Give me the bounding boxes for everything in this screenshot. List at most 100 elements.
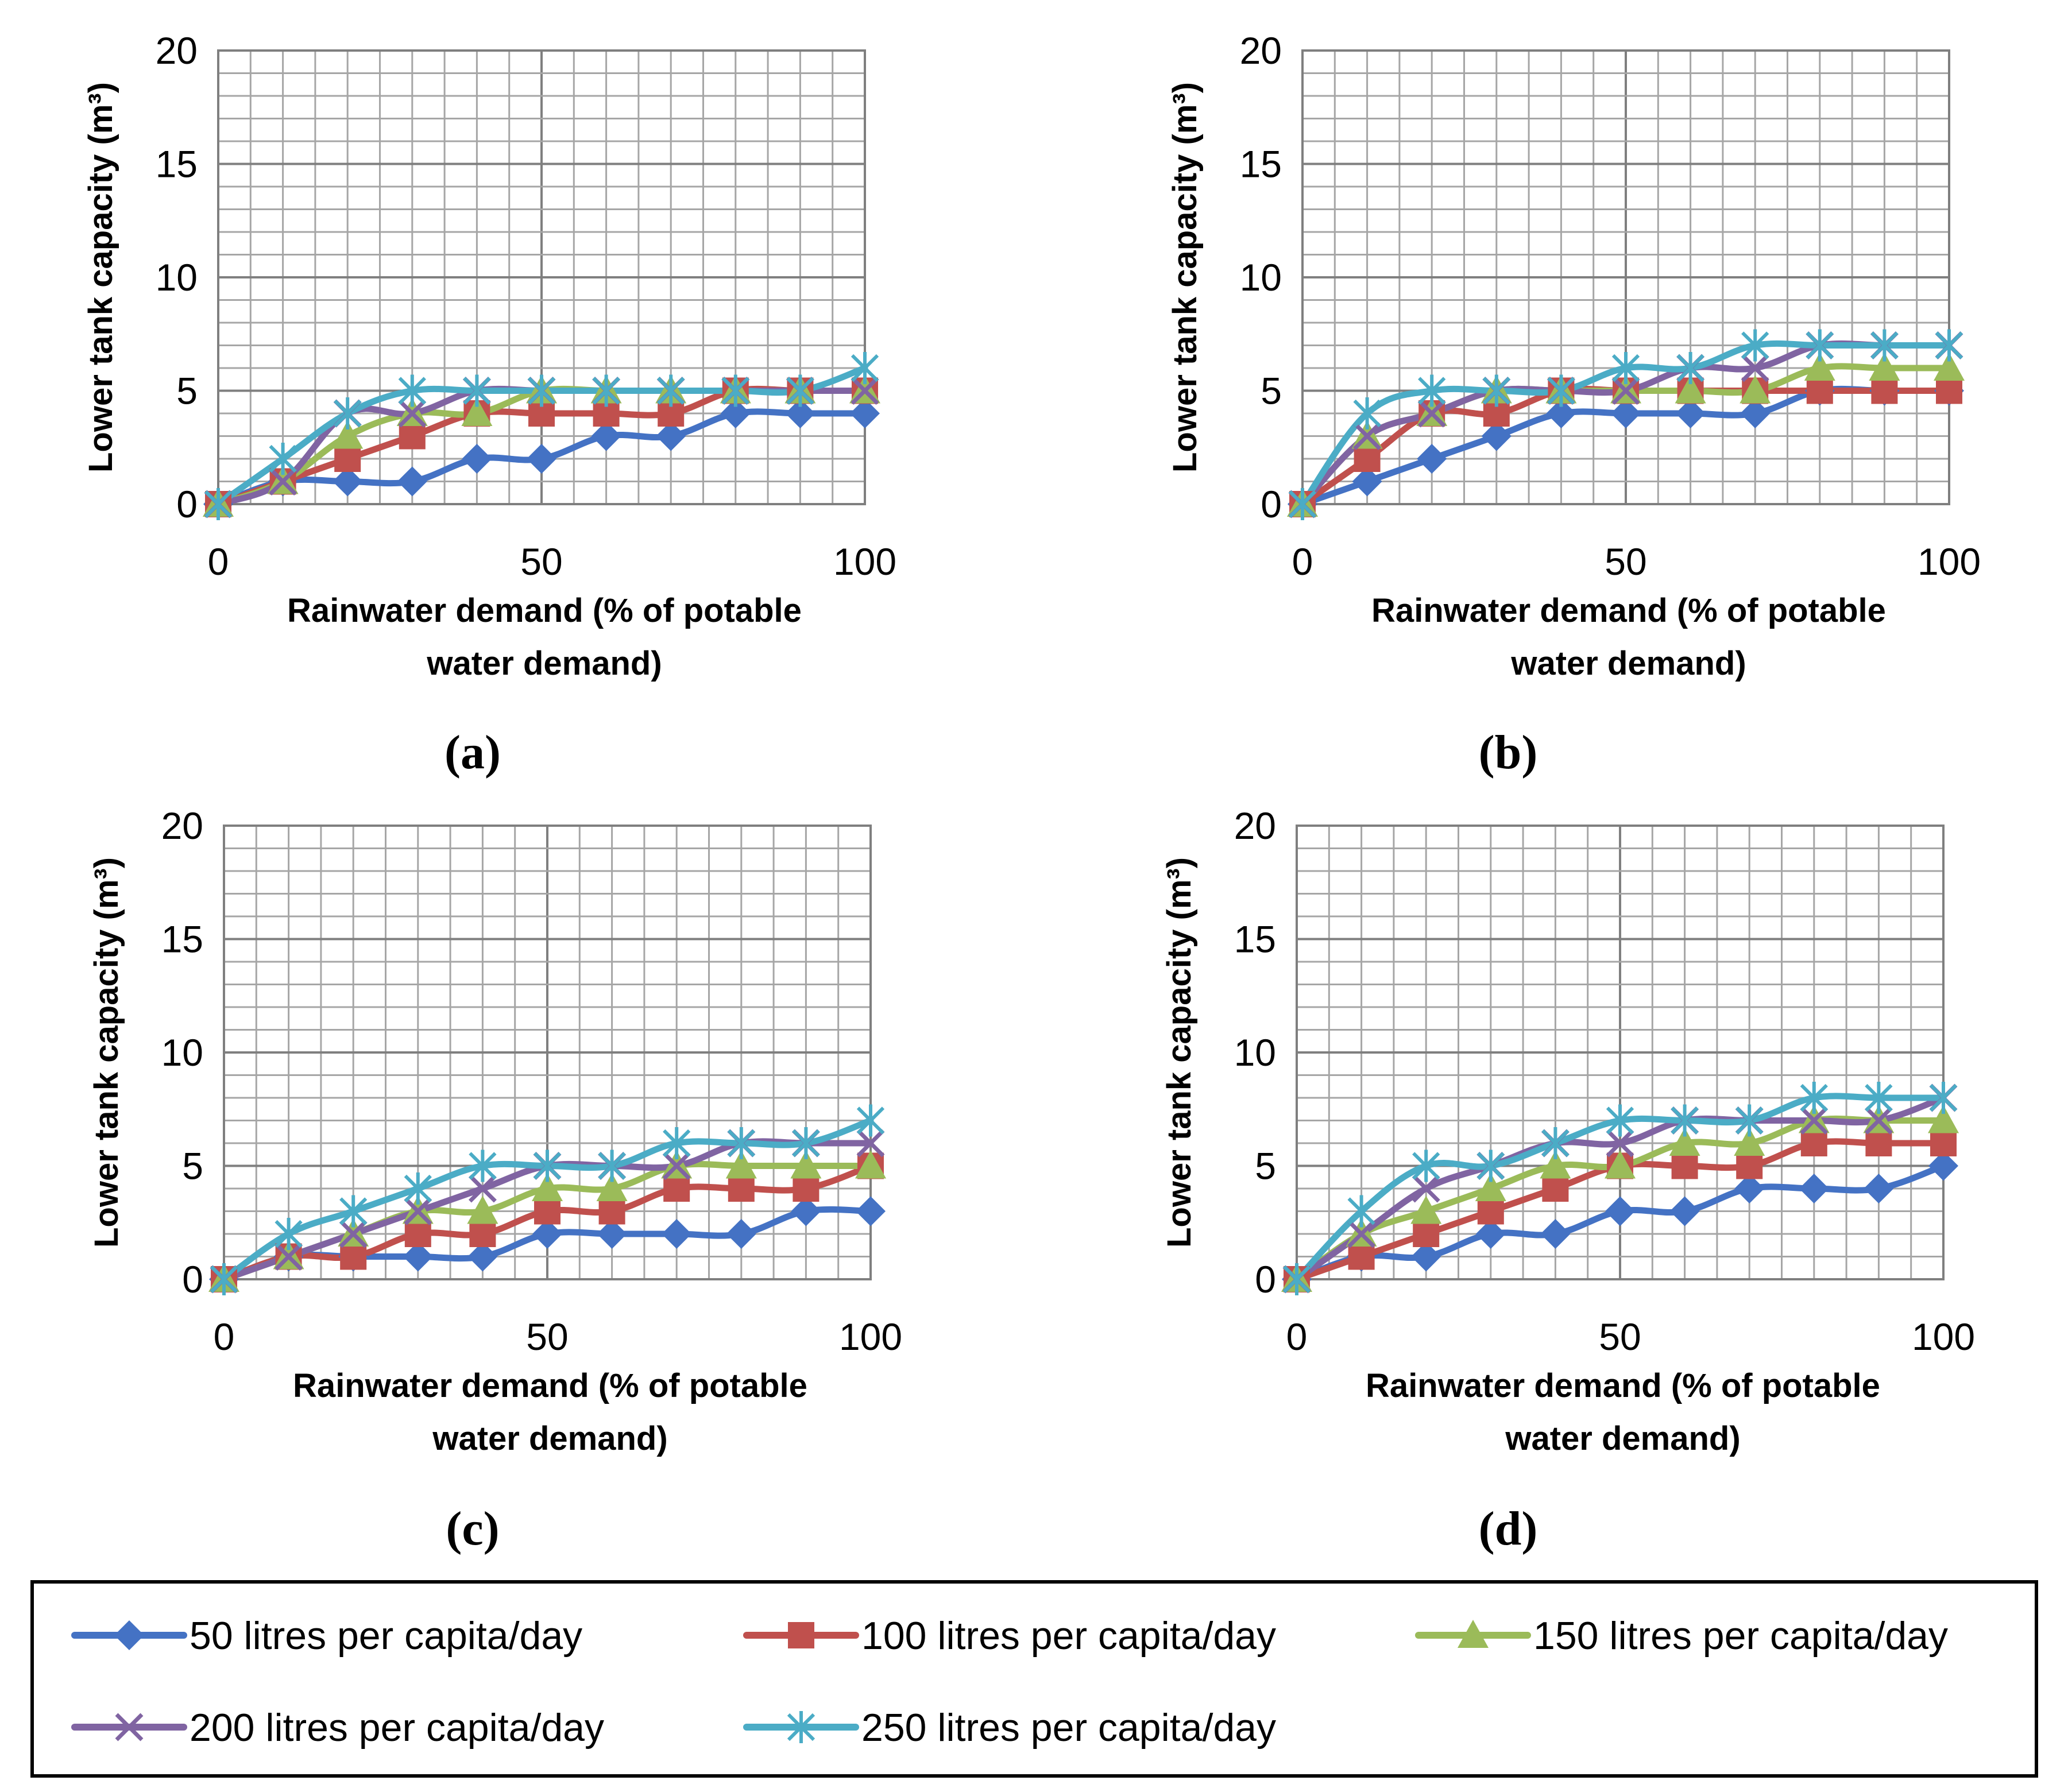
data-point [527,444,556,474]
data-point [1347,1220,1376,1248]
data-point [469,1221,496,1247]
y-tick-label: 10 [1234,1031,1276,1074]
data-point [527,374,556,407]
x-tick-label: 0 [1286,1315,1308,1358]
data-point [1800,1082,1828,1114]
data-point [1475,1173,1506,1201]
data-point [404,1172,432,1205]
data-point [855,1150,886,1179]
data-point [1869,353,1900,381]
data-point [1606,1104,1634,1137]
data-point [1412,1149,1440,1182]
data-point [467,1195,498,1224]
data-point [1354,446,1381,472]
data-point [1353,422,1382,450]
legend-item-2: 100 litres per capita/day [743,1614,1276,1658]
plot-area-border [1301,49,1950,505]
y-tick-label: 5 [1255,1145,1276,1187]
plot-area-border [217,49,866,505]
data-point [851,377,879,405]
data-point [1936,377,1962,404]
data-point [275,1243,303,1271]
series-5-markers [1282,1082,1958,1295]
data-point [1800,1106,1829,1135]
data-point [1348,1243,1375,1270]
data-point [727,1127,755,1159]
data-point [269,443,297,475]
data-point [596,1173,628,1201]
data-point [1671,1104,1699,1137]
data-point [1412,1174,1440,1203]
data-point [856,1196,886,1226]
data-point [398,399,427,428]
legend-label: 250 litres per capita/day [861,1706,1276,1750]
x-tick-label: 50 [526,1315,568,1358]
data-point [404,1197,432,1225]
data-point [1864,1106,1893,1135]
data-point [1671,1152,1698,1179]
data-point [1669,1128,1700,1156]
data-point [1542,1175,1569,1202]
data-point [1799,1174,1829,1203]
data-point [785,398,815,428]
data-point [1740,375,1771,404]
legend-label: 50 litres per capita/day [190,1614,582,1658]
data-point [598,1198,625,1225]
data-point [728,1175,755,1202]
data-point [534,1198,561,1225]
data-point [334,397,362,429]
data-point [856,1129,885,1158]
data-point [1676,352,1704,384]
x-axis-title: water demand) [432,1420,667,1457]
data-point [657,374,685,407]
data-point [1935,329,1963,362]
x-tick-label: 100 [1918,540,1981,583]
chart-panel-b: 0 5 10 15 20 0 50 100 Rainwater demand (% of pot… [1166,29,1981,779]
data-point [793,1175,820,1202]
data-point [1806,329,1834,362]
series-5-markers [210,1104,885,1295]
chart-panel-d: 0 5 10 15 20 0 50 100 Rainwater demand (% of pot… [1161,804,1975,1555]
y-tick-label: 5 [182,1145,203,1187]
y-tick-label: 20 [161,804,203,847]
data-point [1417,444,1447,474]
x-axis-title: Rainwater demand (% of potable [293,1367,807,1404]
chart-panel-a: 0 5 10 15 20 0 50 100 Rainwater demand (% of pot… [82,29,896,779]
data-point [1804,353,1835,381]
data-point [1282,1263,1311,1295]
legend: 50 litres per capita/day 100 litres per c… [30,1580,2038,1778]
data-point [340,1243,367,1270]
data-point [663,1175,690,1202]
data-point [1675,375,1706,404]
data-point [1928,1105,1959,1133]
data-point [786,374,814,407]
x-tick-label: 0 [208,540,229,583]
data-point [1741,354,1769,382]
data-point [662,1152,691,1180]
y-tick-label: 10 [161,1031,203,1074]
x-axis-title: Rainwater demand (% of potable [1366,1367,1880,1404]
x-tick-label: 100 [839,1315,902,1358]
data-point [397,466,427,497]
panel-label: (a) [444,726,501,779]
data-point [1800,1130,1827,1156]
data-point [850,398,880,428]
data-point [1611,398,1641,428]
legend-marker [788,1622,814,1648]
x-tick-label: 50 [1599,1315,1641,1358]
data-point [1928,1151,1958,1181]
data-point [339,1195,368,1228]
x-axis-title: water demand) [1505,1420,1740,1457]
plot-area-border [1296,825,1945,1280]
data-point [1669,1196,1700,1226]
data-point [1675,398,1706,428]
data-point [332,420,364,449]
data-point [404,1221,431,1247]
data-point [1870,329,1899,362]
data-point [398,374,426,407]
data-point [399,423,426,450]
data-point [725,1150,757,1179]
x-axis-title: Rainwater demand (% of potable [1371,592,1886,629]
data-point [204,488,233,520]
